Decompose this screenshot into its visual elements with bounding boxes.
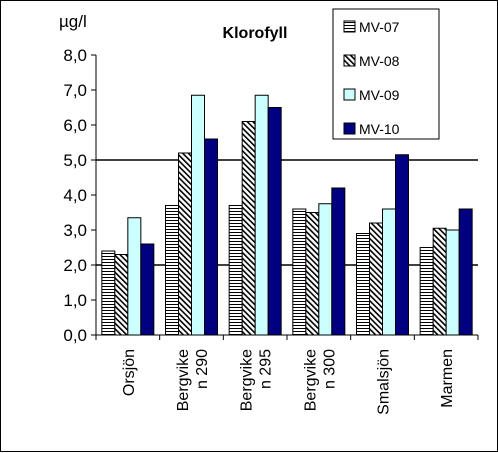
legend-label: MV-09 <box>359 87 400 103</box>
legend-label: MV-10 <box>359 121 400 137</box>
legend-swatch-mv-07 <box>343 20 356 33</box>
bar-mv-08 <box>432 227 447 336</box>
bar-mv-07 <box>419 247 434 336</box>
y-tick-label: 2,0 <box>63 256 87 275</box>
x-category-label-line: Bergvike <box>175 349 192 411</box>
y-tick-label: 5,0 <box>63 151 87 170</box>
x-category-label: Marmen <box>439 349 456 408</box>
y-tick-label: 7,0 <box>63 81 87 100</box>
x-category-label-line: Bergvike <box>302 349 319 411</box>
labels: 0,0 1,0 2,0 3,0 4,0 5,0 6,0 7,0 8,0 Orsjön Bergvik… <box>63 46 456 415</box>
bar-mv-10 <box>204 138 218 336</box>
y-tick-label: 3,0 <box>63 221 87 240</box>
bars <box>101 94 473 336</box>
bar-mv-10 <box>395 154 409 336</box>
bar-mv-09 <box>127 217 142 336</box>
legend-swatch-mv-10 <box>343 122 356 135</box>
bar-mv-07 <box>165 205 179 336</box>
x-category-label-line: Marmen <box>439 349 456 408</box>
bar-mv-09 <box>445 229 460 336</box>
bar-mv-10 <box>140 243 155 336</box>
y-tick-label: 1,0 <box>63 291 87 310</box>
bar-mv-08 <box>178 152 192 336</box>
y-tick-label: 0,0 <box>63 326 87 345</box>
bar-mv-08 <box>114 254 129 336</box>
x-category-label-line: n 290 <box>194 349 211 389</box>
bar-mv-07 <box>101 250 116 336</box>
axes <box>91 54 479 340</box>
bar-mv-09 <box>382 208 396 336</box>
x-category-label: Smalsjön <box>376 349 393 415</box>
legend-swatch-mv-09 <box>343 88 356 101</box>
legend-label: MV-07 <box>359 19 400 35</box>
chart-title: Klorofyll <box>223 25 288 42</box>
bar-mv-08 <box>241 121 256 336</box>
bar-mv-07 <box>356 233 370 336</box>
y-tick-label: 6,0 <box>63 116 87 135</box>
bar-mv-09 <box>318 203 333 336</box>
legend-swatch-mv-08 <box>343 54 356 67</box>
bar-mv-09 <box>254 94 269 336</box>
y-axis-unit-label: µg/l <box>59 12 87 31</box>
x-category-label-line: Smalsjön <box>376 349 393 415</box>
x-category-label: Bergvike n 300 <box>302 349 338 411</box>
bar-mv-10 <box>331 187 346 336</box>
bar-mv-09 <box>191 94 205 336</box>
x-category-label: Bergvike n 295 <box>239 349 275 411</box>
bar-mv-10 <box>267 107 282 336</box>
x-category-label-line: Orsjön <box>121 349 138 396</box>
x-category-label: Orsjön <box>121 349 138 396</box>
bar-mv-08 <box>305 212 320 336</box>
y-tick-label: 8,0 <box>63 46 87 65</box>
x-category-label-line: n 300 <box>321 349 338 389</box>
legend: MV-07 MV-08 MV-09 MV-10 <box>332 8 440 140</box>
legend-label: MV-08 <box>359 53 400 69</box>
bar-mv-07 <box>228 205 243 336</box>
bar-mv-10 <box>458 208 473 336</box>
x-category-label-line: Bergvike <box>239 349 256 411</box>
bar-mv-08 <box>369 222 383 336</box>
x-category-label: Bergvike n 290 <box>175 349 211 411</box>
x-category-label-line: n 295 <box>258 349 275 389</box>
bar-mv-07 <box>292 208 307 336</box>
y-tick-label: 4,0 <box>63 186 87 205</box>
